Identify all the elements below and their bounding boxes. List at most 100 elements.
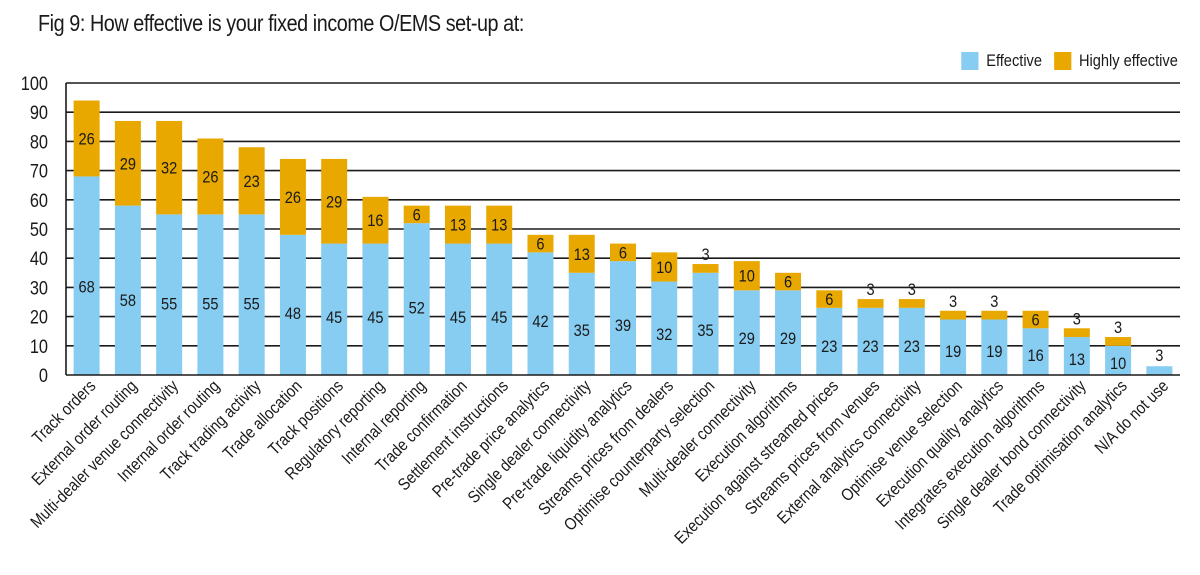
bar-highly-effective xyxy=(403,205,430,224)
bar-highly-effective xyxy=(1022,310,1049,329)
bar-effective xyxy=(692,272,719,375)
legend-swatch-highly-effective xyxy=(1054,52,1072,70)
bar-highly-effective xyxy=(362,196,389,244)
bar-highly-effective xyxy=(486,205,513,244)
data-label-effective: 48 xyxy=(285,305,301,323)
data-label-highly-effective: 16 xyxy=(367,212,383,230)
data-label-highly-effective: 29 xyxy=(326,193,342,211)
data-label-effective: 29 xyxy=(739,330,755,348)
data-label-highly-effective: 6 xyxy=(619,244,627,262)
data-label-effective: 16 xyxy=(1027,347,1043,365)
bar-highly-effective xyxy=(527,234,554,253)
data-label-effective: 39 xyxy=(615,317,631,335)
data-label-effective: 58 xyxy=(120,292,136,310)
data-label-effective: 3 xyxy=(1155,347,1163,365)
data-label-highly-effective: 3 xyxy=(949,293,957,311)
bar-effective xyxy=(1063,337,1090,375)
data-label-effective: 23 xyxy=(821,338,837,356)
y-tick-label: 30 xyxy=(30,277,48,298)
bar-highly-effective xyxy=(775,272,802,291)
bar-highly-effective xyxy=(816,290,843,308)
y-tick-label: 40 xyxy=(30,248,48,269)
y-tick-label: 100 xyxy=(21,73,48,94)
y-tick-label: 50 xyxy=(30,219,48,240)
data-label-highly-effective: 6 xyxy=(825,291,833,309)
data-label-highly-effective: 32 xyxy=(161,160,177,178)
data-label-highly-effective: 29 xyxy=(120,155,136,173)
bar-highly-effective xyxy=(444,205,471,244)
data-label-highly-effective: 13 xyxy=(574,246,590,264)
bar-highly-effective xyxy=(898,299,925,308)
data-label-highly-effective: 13 xyxy=(491,217,507,235)
bar-highly-effective xyxy=(568,234,595,273)
data-label-effective: 52 xyxy=(409,300,425,318)
data-label-highly-effective: 26 xyxy=(202,169,218,187)
bar-highly-effective xyxy=(1105,337,1132,346)
bar-highly-effective xyxy=(73,100,100,177)
data-label-effective: 35 xyxy=(697,322,713,340)
bar-effective xyxy=(197,214,224,375)
data-label-highly-effective: 6 xyxy=(784,274,792,292)
data-label-highly-effective: 6 xyxy=(1032,312,1040,330)
chart-title: Fig 9: How effective is your fixed incom… xyxy=(38,10,524,36)
data-label-effective: 55 xyxy=(202,296,218,314)
bar-highly-effective xyxy=(692,264,719,273)
bar-highly-effective xyxy=(857,299,884,308)
bar-effective xyxy=(981,319,1008,375)
data-label-effective: 32 xyxy=(656,326,672,344)
y-tick-label: 80 xyxy=(30,131,48,152)
bar-highly-effective xyxy=(940,310,967,320)
legend: Effective Highly effective xyxy=(949,51,1178,71)
data-label-highly-effective: 3 xyxy=(1073,310,1081,328)
bar-effective xyxy=(816,307,843,375)
bar-effective xyxy=(568,272,595,375)
bar-effective xyxy=(279,234,306,375)
data-label-effective: 45 xyxy=(491,309,507,327)
data-label-highly-effective: 3 xyxy=(866,281,874,299)
bar-effective xyxy=(362,243,389,375)
legend-item-highly-effective: Highly effective xyxy=(1054,51,1178,71)
data-label-effective: 45 xyxy=(367,309,383,327)
data-label-effective: 42 xyxy=(532,313,548,331)
bar-effective xyxy=(775,290,802,375)
bar-effective xyxy=(1146,366,1173,375)
data-label-effective: 35 xyxy=(574,322,590,340)
data-label-highly-effective: 10 xyxy=(656,259,672,277)
bar-effective xyxy=(73,176,100,375)
data-label-highly-effective: 26 xyxy=(285,189,301,207)
bar-highly-effective xyxy=(279,158,306,235)
bar-effective xyxy=(321,243,348,375)
bar-effective xyxy=(651,281,678,375)
data-label-highly-effective: 3 xyxy=(990,293,998,311)
legend-swatch-effective xyxy=(961,52,979,70)
bar-highly-effective xyxy=(651,252,678,282)
bar-highly-effective xyxy=(114,120,141,206)
data-label-effective: 55 xyxy=(161,296,177,314)
data-label-effective: 29 xyxy=(780,330,796,348)
data-label-highly-effective: 3 xyxy=(1114,319,1122,337)
data-label-effective: 13 xyxy=(1069,351,1085,369)
bar-highly-effective xyxy=(156,120,183,215)
data-labels: 68 26 58 29 55 32 55 26 55 23 48 26 45 29 45 16 52 6 45 13 4… xyxy=(79,131,1164,374)
bar-effective xyxy=(238,214,265,375)
bar-effective xyxy=(1022,328,1049,375)
data-label-highly-effective: 23 xyxy=(244,173,260,191)
bar-highly-effective xyxy=(1063,328,1090,338)
bar-highly-effective xyxy=(197,138,224,215)
bar-highly-effective xyxy=(610,243,636,262)
bar-effective xyxy=(733,290,760,375)
bar-effective xyxy=(486,243,513,375)
data-label-effective: 19 xyxy=(945,343,961,361)
data-label-highly-effective: 10 xyxy=(739,268,755,286)
bar-effective xyxy=(444,243,471,375)
data-label-effective: 19 xyxy=(986,343,1002,361)
y-tick-label: 60 xyxy=(30,190,48,211)
data-label-highly-effective: 13 xyxy=(450,217,466,235)
bar-highly-effective xyxy=(321,158,348,244)
data-label-effective: 23 xyxy=(904,338,920,356)
data-label-effective: 45 xyxy=(450,309,466,327)
legend-label-effective: Effective xyxy=(986,51,1043,70)
bar-effective xyxy=(857,307,884,375)
